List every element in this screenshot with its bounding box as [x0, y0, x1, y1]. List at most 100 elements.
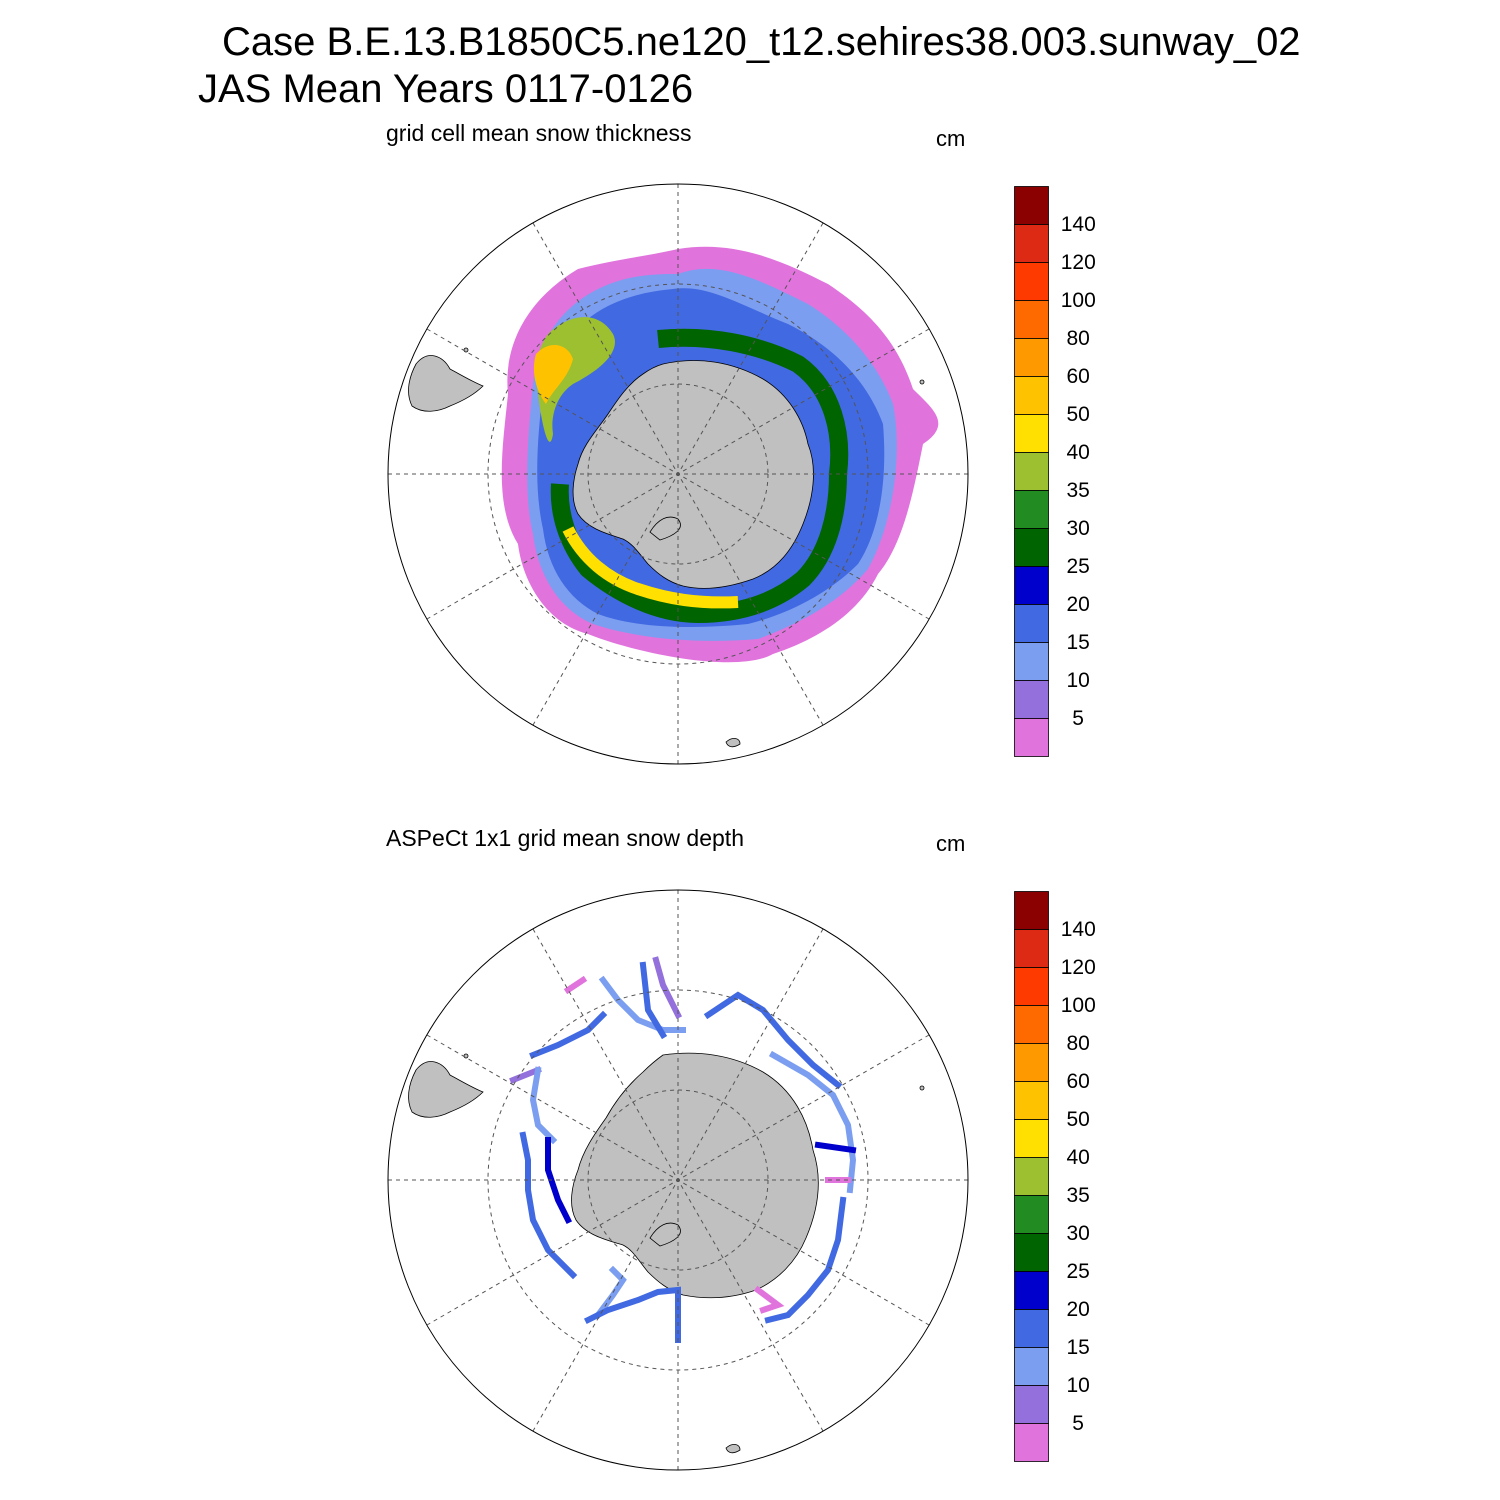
colorbar-tick-label: 20 — [1066, 593, 1090, 616]
colorbar-swatch — [1014, 967, 1049, 1006]
colorbar-tick-label: 25 — [1066, 1260, 1090, 1283]
colorbar-tick-label: 40 — [1066, 441, 1090, 464]
colorbar-swatch — [1014, 300, 1049, 339]
south-america-land — [408, 355, 484, 412]
colorbar-swatch — [1014, 414, 1049, 453]
ship-track — [764, 1196, 847, 1324]
colorbar-tick-label: 100 — [1060, 994, 1096, 1017]
colorbar-swatch — [1014, 224, 1049, 263]
colorbar-tick-label: 80 — [1066, 1032, 1090, 1055]
colorbar-swatch — [1014, 528, 1049, 567]
colorbar-swatch — [1014, 1347, 1049, 1386]
colorbar-swatch — [1014, 1157, 1049, 1196]
island-dot — [919, 379, 925, 385]
colorbar-tick-label: 80 — [1066, 327, 1090, 350]
colorbar-tick-label: 140 — [1060, 918, 1096, 941]
island-land — [725, 738, 741, 748]
meridian-line — [426, 1034, 930, 1326]
colorbar-swatch — [1014, 338, 1049, 377]
meridian-line — [426, 328, 930, 620]
colorbar-swatch — [1014, 1081, 1049, 1120]
ship-track — [509, 1066, 542, 1084]
island-dot — [463, 1053, 469, 1059]
panel1-units: cm — [936, 126, 966, 151]
ship-track — [703, 991, 843, 1090]
colorbar-swatch — [1014, 262, 1049, 301]
south-america-land — [408, 1061, 484, 1118]
colorbar-tick-label: 15 — [1066, 1336, 1090, 1359]
colorbar-tick-label: 30 — [1066, 1222, 1090, 1245]
colorbar-tick-label: 5 — [1072, 1412, 1084, 1435]
colorbar-tick-label: 25 — [1066, 555, 1090, 578]
island-dot — [463, 347, 469, 353]
colorbar-tick-label: 35 — [1066, 479, 1090, 502]
colorbar-swatch — [1014, 566, 1049, 605]
colorbar-swatch — [1014, 718, 1049, 757]
ship-track — [529, 1010, 608, 1059]
snow-ring-40 — [562, 526, 739, 609]
colorbar-tick-label: 15 — [1066, 631, 1090, 654]
colorbar-swatch — [1014, 1005, 1049, 1044]
main-title: Case B.E.13.B1850C5.ne120_t12.sehires38.… — [222, 20, 1301, 64]
map-outline — [387, 889, 969, 1471]
colorbar-swatch — [1014, 891, 1049, 930]
colorbar-tick-label: 120 — [1060, 251, 1096, 274]
ship-track — [529, 1066, 558, 1145]
colorbar-tick-label: 50 — [1066, 1108, 1090, 1131]
colorbar-tick-label: 100 — [1060, 289, 1096, 312]
colorbar-swatch — [1014, 604, 1049, 643]
ship-track — [639, 961, 668, 1040]
colorbar-swatch — [1014, 186, 1049, 225]
island-dot — [919, 1085, 925, 1091]
colorbar-swatch — [1014, 1043, 1049, 1082]
ship-track — [814, 1141, 857, 1154]
aspect-snow-depth-map — [387, 889, 969, 1471]
colorbar-swatch — [1014, 452, 1049, 491]
colorbar-swatch — [1014, 1309, 1049, 1348]
colorbar-swatch — [1014, 1195, 1049, 1234]
colorbar-tick-label: 10 — [1066, 1374, 1090, 1397]
snow-band-ring — [550, 328, 849, 623]
snow-band-50 — [533, 344, 573, 404]
island-land — [725, 1444, 741, 1454]
ship-track — [598, 975, 686, 1033]
snow-ring-25 — [550, 328, 849, 623]
ship-track — [545, 1137, 573, 1225]
colorbar-swatch — [1014, 490, 1049, 529]
panel2-units: cm — [936, 831, 966, 856]
colorbar-swatch — [1014, 929, 1049, 968]
colorbar-swatch — [1014, 1233, 1049, 1272]
colorbar-tick-label: 10 — [1066, 669, 1090, 692]
map-outline — [387, 183, 969, 765]
ship-track — [519, 1131, 578, 1280]
colorbar-swatch — [1014, 680, 1049, 719]
colorbar-tick-label: 35 — [1066, 1184, 1090, 1207]
panel2-title: ASPeCt 1x1 grid mean snow depth — [386, 825, 744, 851]
colorbar-swatch — [1014, 1385, 1049, 1424]
ship-track — [652, 956, 683, 1020]
colorbar-1 — [1014, 186, 1049, 757]
ship-tracks — [509, 956, 857, 1343]
colorbar-tick-label: 5 — [1072, 707, 1084, 730]
colorbar-swatch — [1014, 642, 1049, 681]
colorbar-tick-label: 60 — [1066, 1070, 1090, 1093]
colorbar-2 — [1014, 891, 1049, 1462]
colorbar-tick-label: 20 — [1066, 1298, 1090, 1321]
ship-track — [563, 975, 588, 995]
antarctica-land — [571, 1052, 819, 1299]
colorbar-tick-label: 50 — [1066, 403, 1090, 426]
colorbar-swatch — [1014, 1423, 1049, 1462]
colorbar-tick-label: 60 — [1066, 365, 1090, 388]
subtitle-period: JAS Mean Years 0117-0126 — [198, 67, 694, 111]
colorbar-swatch — [1014, 376, 1049, 415]
ship-track — [768, 1050, 857, 1194]
graticule — [388, 890, 968, 1470]
colorbar-swatch — [1014, 1271, 1049, 1310]
colorbar-tick-label: 30 — [1066, 517, 1090, 540]
ship-track — [753, 1285, 785, 1314]
colorbar-tick-label: 40 — [1066, 1146, 1090, 1169]
graticule — [388, 184, 968, 764]
colorbar-tick-label: 120 — [1060, 956, 1096, 979]
snow-thickness-map — [387, 183, 969, 765]
colorbar-tick-label: 140 — [1060, 213, 1096, 236]
